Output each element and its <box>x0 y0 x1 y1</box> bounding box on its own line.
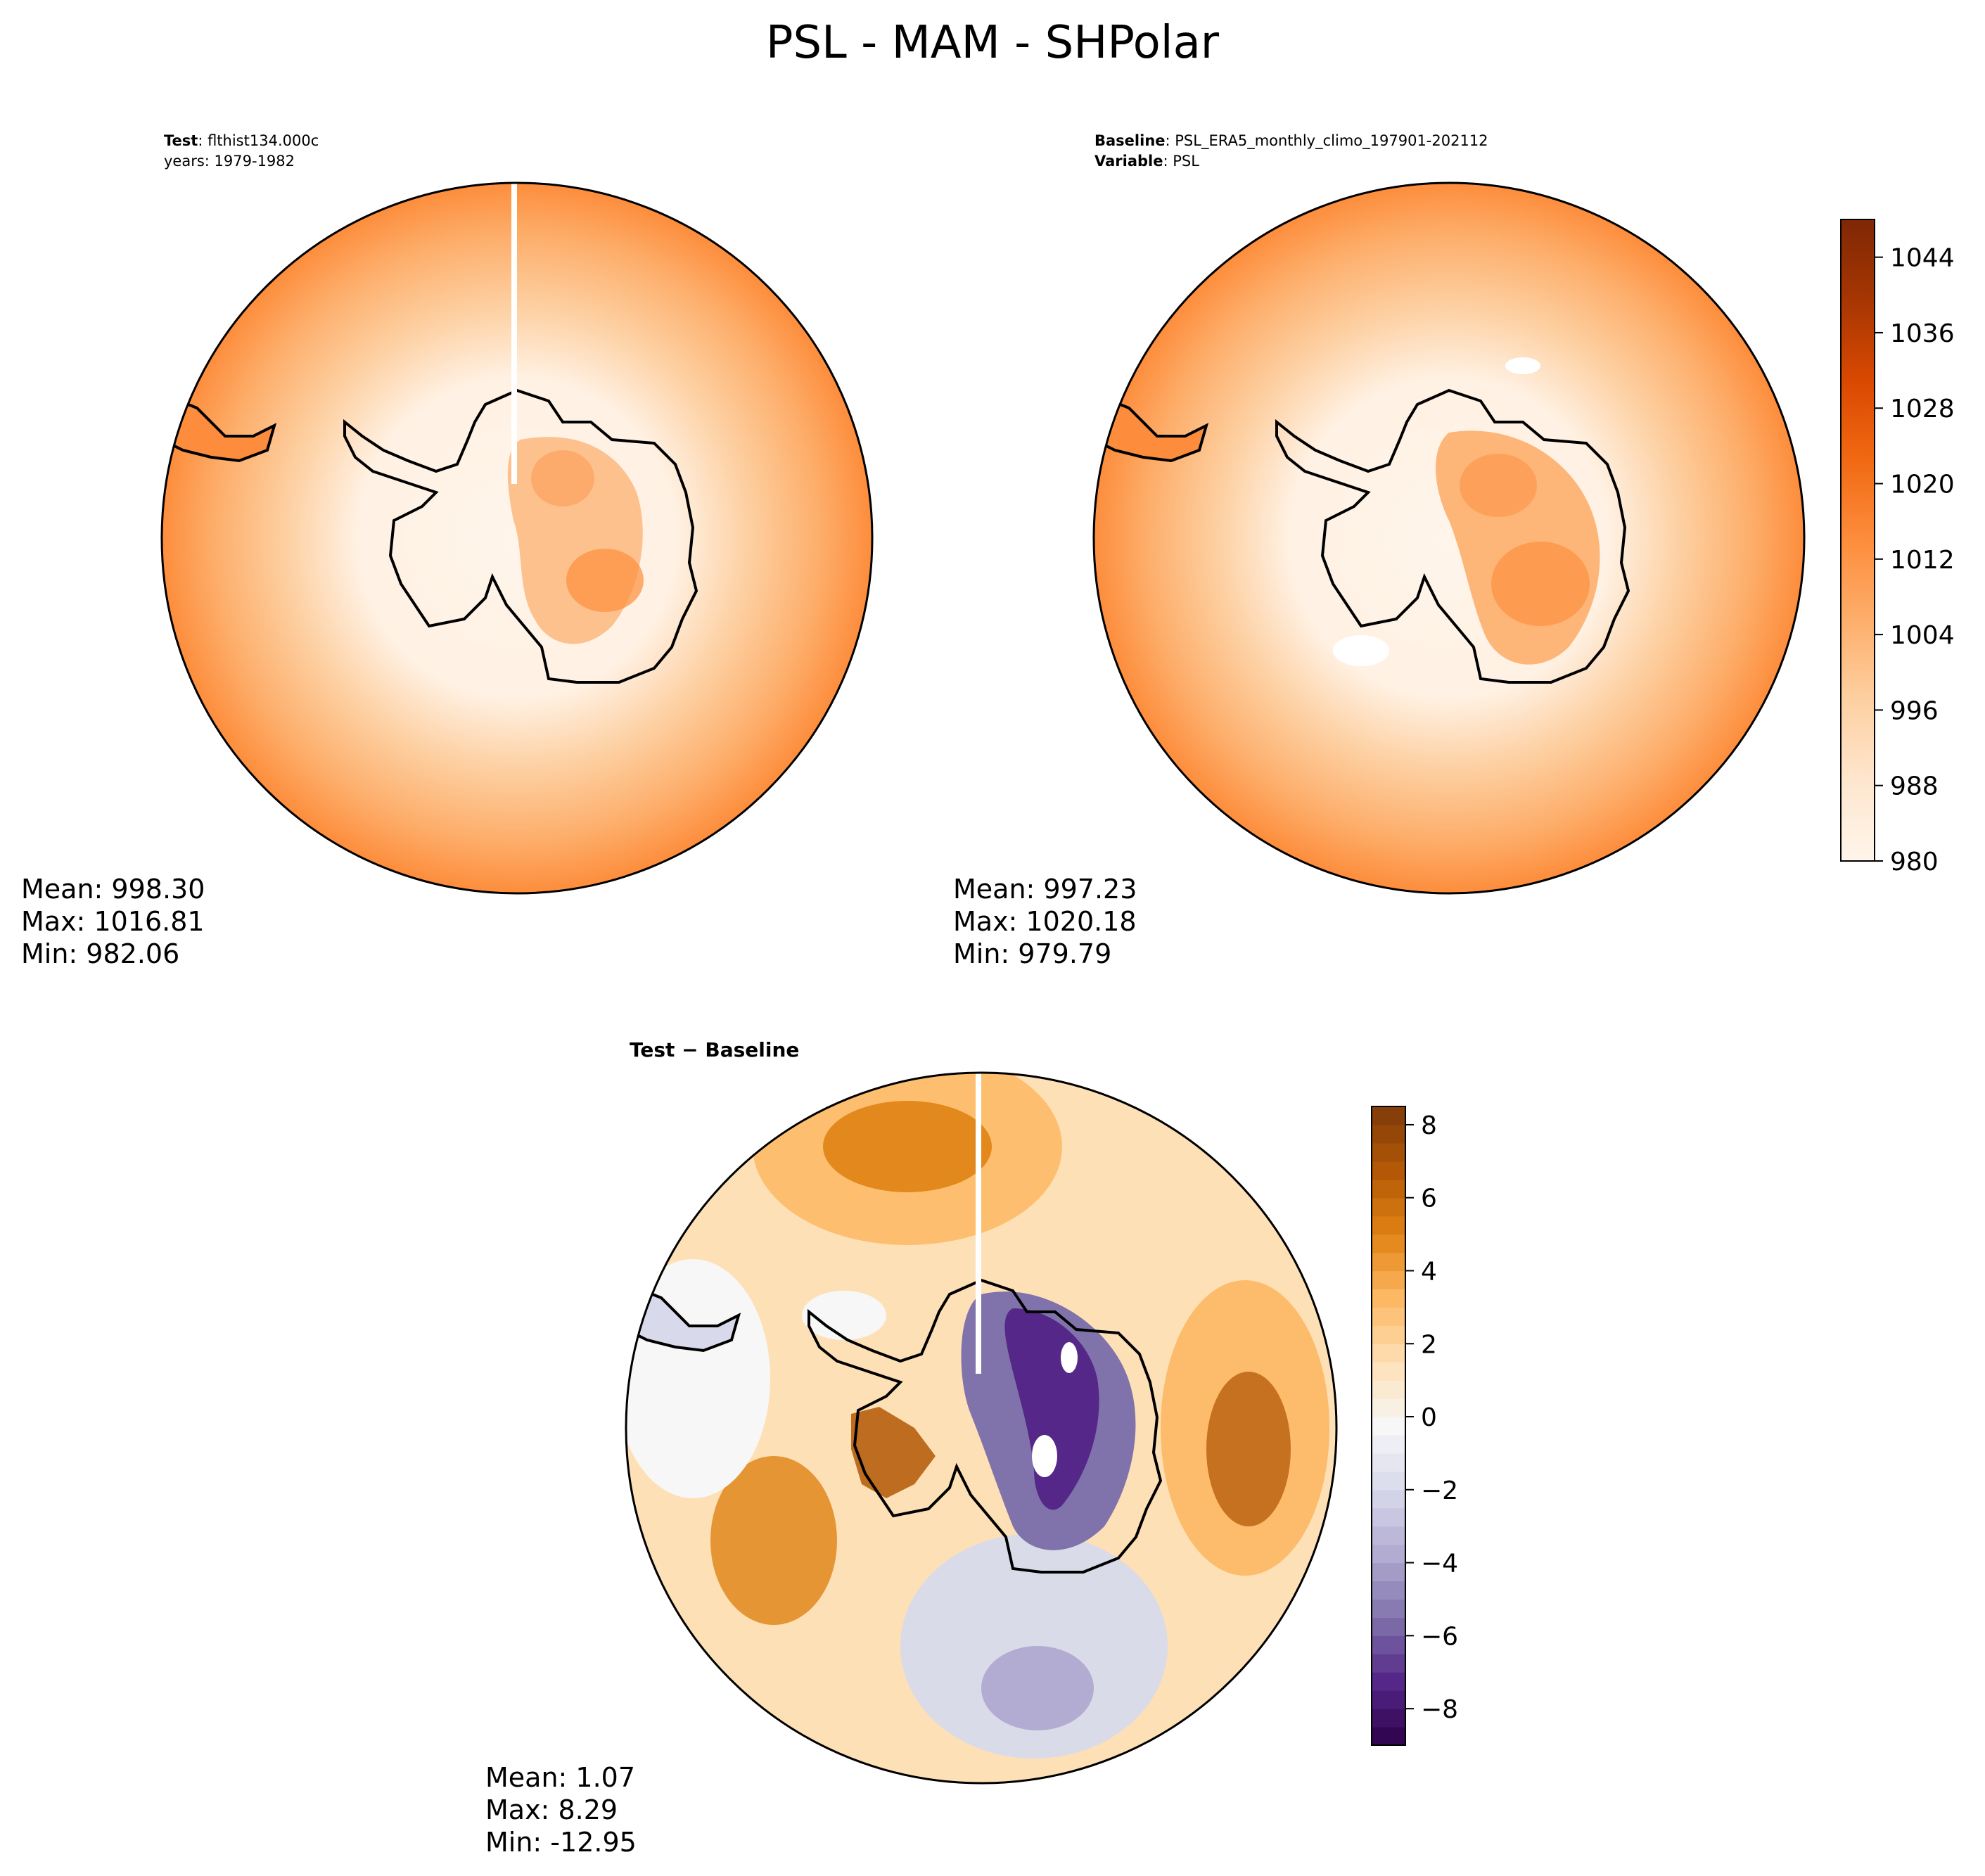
colorbar-tick-label: −4 <box>1421 1550 1458 1578</box>
colorbar-band <box>1372 1252 1405 1272</box>
test-years: years: 1979-1982 <box>164 153 295 170</box>
colorbar-band <box>1372 1507 1405 1527</box>
panel-diff: Test − Baseline Mean: 1.07 <box>485 1038 1338 1858</box>
colorbar-psl-ramp <box>1840 219 1875 862</box>
colorbar-band <box>1372 1562 1405 1582</box>
test-stat-max: Max: 1016.81 <box>21 906 205 937</box>
test-header-value: : flthist134.000c <box>198 132 319 149</box>
colorbar-tick-label: −2 <box>1421 1476 1458 1505</box>
colorbar-diff: −8 −6 −4 −2 0 2 4 6 8 <box>1371 1106 1458 1746</box>
test-header-label: Test <box>164 132 198 149</box>
colorbar-diff-ticks: −8 −6 −4 −2 0 2 4 6 8 <box>1405 1111 1458 1724</box>
colorbar-band <box>1372 1197 1405 1217</box>
baseline-stat-min: Min: 979.79 <box>953 938 1111 969</box>
diff-header: Test − Baseline <box>630 1038 799 1061</box>
baseline-header-line-1: Baseline: PSL_ERA5_monthly_climo_197901-… <box>1094 132 1488 150</box>
colorbar-band <box>1372 1417 1405 1436</box>
colorbar-band <box>1372 1142 1405 1162</box>
colorbar-band <box>1372 1471 1405 1491</box>
colorbar-tick-label: 1044 <box>1890 244 1955 273</box>
colorbar-psl: 980 988 996 1004 1012 1020 1028 1036 1044 <box>1840 219 1955 876</box>
baseline-map <box>1094 183 1804 893</box>
baseline-header-label: Baseline <box>1094 132 1166 149</box>
baseline-header-value: : PSL_ERA5_monthly_climo_197901-202112 <box>1166 132 1488 150</box>
colorbar-band <box>1372 1453 1405 1472</box>
colorbar-tick-label: −8 <box>1421 1695 1458 1724</box>
colorbar-band <box>1372 1161 1405 1180</box>
colorbar-tick-label: 1020 <box>1890 471 1955 499</box>
colorbar-band <box>1372 1489 1405 1509</box>
test-stat-min: Min: 982.06 <box>21 938 179 969</box>
diff-stat-max: Max: 8.29 <box>485 1794 618 1825</box>
diff-stat-min: Min: -12.95 <box>485 1827 637 1858</box>
colorbar-band <box>1372 1672 1405 1691</box>
colorbar-diff-ramp <box>1372 1106 1405 1746</box>
colorbar-tick-label: 980 <box>1890 848 1939 876</box>
colorbar-tick-label: 1028 <box>1890 395 1955 423</box>
colorbar-tick-label: −6 <box>1421 1622 1458 1651</box>
colorbar-tick-label: 8 <box>1421 1111 1437 1140</box>
panel-test: Test: flthist134.000c years: 1979-1982 M… <box>21 132 874 969</box>
colorbar-band <box>1372 1234 1405 1253</box>
colorbar-tick-label: 1004 <box>1890 621 1955 650</box>
colorbar-tick-label: 4 <box>1421 1257 1437 1286</box>
colorbar-tick-label: 988 <box>1890 772 1939 801</box>
colorbar-band <box>1372 1380 1405 1399</box>
colorbar-band <box>1372 1307 1405 1326</box>
colorbar-band <box>1372 1690 1405 1709</box>
colorbar-band <box>1372 1526 1405 1545</box>
diff-map <box>626 1073 1336 1783</box>
colorbar-band <box>1372 1709 1405 1728</box>
colorbar-band <box>1372 1270 1405 1290</box>
baseline-stat-mean: Mean: 997.23 <box>953 874 1137 905</box>
colorbar-band <box>1372 1106 1405 1125</box>
colorbar-band <box>1372 1124 1405 1144</box>
colorbar-band <box>1372 1581 1405 1600</box>
colorbar-band <box>1372 1599 1405 1618</box>
test-stat-mean: Mean: 998.30 <box>21 874 205 905</box>
test-header-line-2: years: 1979-1982 <box>164 153 295 170</box>
baseline-header-line-2: Variable: PSL <box>1094 153 1199 170</box>
test-header-line-1: Test: flthist134.000c <box>164 132 319 149</box>
colorbar-band <box>1372 1344 1405 1363</box>
colorbar-band <box>1372 1544 1405 1564</box>
colorbar-tick-label: 0 <box>1421 1403 1437 1432</box>
colorbar-tick-label: 996 <box>1890 696 1939 725</box>
panel-baseline: Baseline: PSL_ERA5_monthly_climo_197901-… <box>953 132 1806 969</box>
baseline-variable-value: : PSL <box>1163 153 1199 170</box>
colorbar-tick-label: 6 <box>1421 1185 1437 1213</box>
colorbar-band <box>1372 1179 1405 1199</box>
baseline-stat-max: Max: 1020.18 <box>953 906 1137 937</box>
colorbar-tick-label: 1036 <box>1890 319 1955 348</box>
test-map <box>162 183 872 893</box>
colorbar-band <box>1372 1362 1405 1381</box>
colorbar-psl-ticks: 980 988 996 1004 1012 1020 1028 1036 1044 <box>1875 244 1955 876</box>
colorbar-tick-label: 1012 <box>1890 546 1955 575</box>
baseline-variable-label: Variable <box>1094 153 1163 170</box>
diff-stat-mean: Mean: 1.07 <box>485 1762 635 1793</box>
colorbar-tick-label: 2 <box>1421 1330 1437 1359</box>
colorbar-diff-frame <box>1371 1106 1406 1746</box>
colorbar-band <box>1372 1727 1405 1746</box>
colorbar-band <box>1372 1617 1405 1636</box>
colorbar-band <box>1372 1325 1405 1344</box>
colorbar-band <box>1372 1654 1405 1673</box>
figure-title: PSL - MAM - SHPolar <box>766 17 1220 69</box>
colorbar-band <box>1372 1635 1405 1654</box>
colorbar-band <box>1372 1215 1405 1235</box>
colorbar-band <box>1372 1289 1405 1308</box>
colorbar-band <box>1372 1398 1405 1417</box>
colorbar-band <box>1372 1434 1405 1454</box>
